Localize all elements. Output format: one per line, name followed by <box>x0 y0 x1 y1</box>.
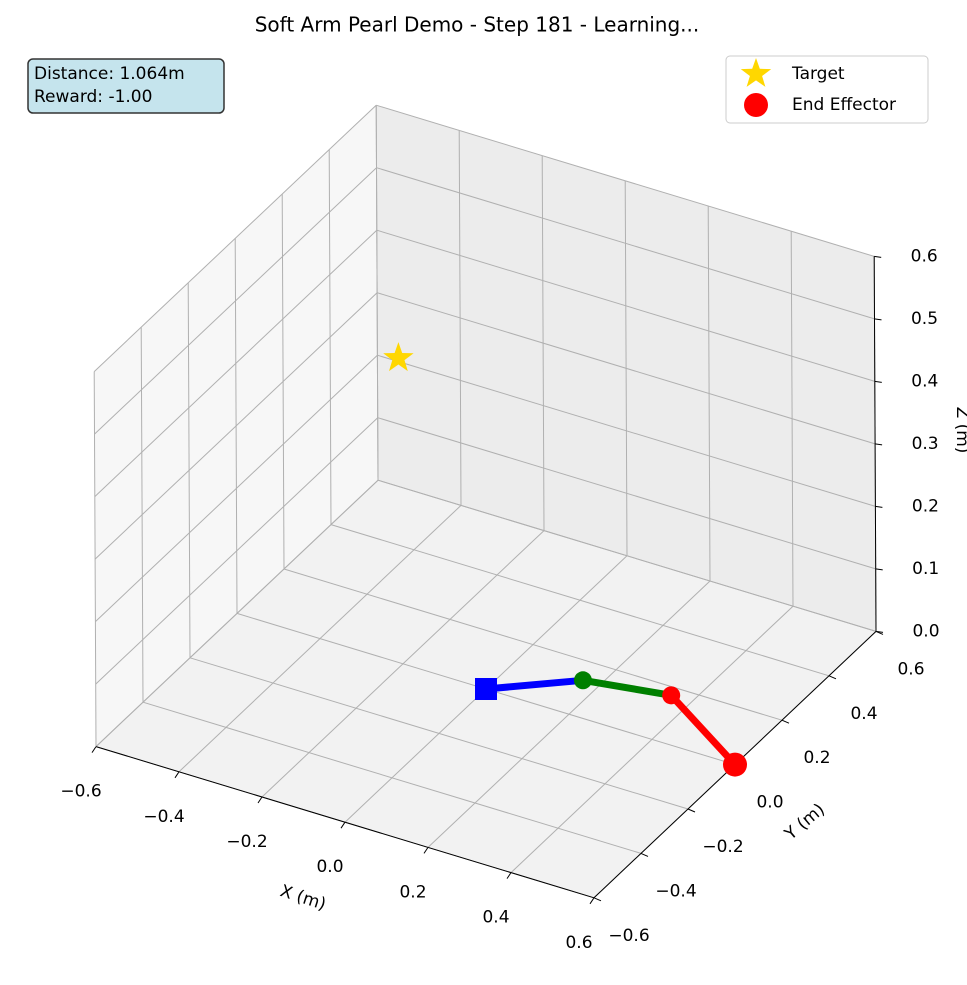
y-tick-label: −0.6 <box>608 926 649 946</box>
arm-base <box>475 678 497 700</box>
arm-joint <box>573 671 592 690</box>
y-tick <box>640 852 649 857</box>
grid-line <box>94 292 378 560</box>
x-tick-label: −0.2 <box>226 832 267 852</box>
x-tick <box>340 821 346 829</box>
z-tick-label: 0.3 <box>912 434 939 454</box>
x-tick <box>589 897 595 905</box>
grid-line <box>376 167 875 320</box>
x-tick-label: 0.2 <box>399 882 426 902</box>
z-tick-label: 0.5 <box>911 309 938 329</box>
x-tick-label: 0.6 <box>565 933 592 953</box>
grid-line <box>95 354 378 622</box>
legend-marker <box>744 93 768 117</box>
z-tick <box>874 380 882 383</box>
x-tick <box>257 796 263 804</box>
z-tick-label: 0.0 <box>912 621 939 641</box>
grid-line <box>93 104 377 372</box>
y-tick-label: 0.6 <box>897 659 924 679</box>
target-marker <box>383 342 414 372</box>
x-tick-label: 0.4 <box>482 908 509 928</box>
grid-line <box>94 167 377 435</box>
x-tick <box>423 847 429 854</box>
grid-line <box>377 479 877 632</box>
z-tick <box>875 505 883 508</box>
arm-segment <box>582 676 672 699</box>
grid-line <box>376 229 875 382</box>
grid-line <box>95 417 379 685</box>
z-tick <box>875 630 884 633</box>
grid-line <box>376 104 875 257</box>
z-tick-label: 0.6 <box>911 246 938 266</box>
x-axis <box>95 746 595 899</box>
z-tick-label: 0.4 <box>911 371 938 391</box>
x-tick-label: −0.4 <box>143 807 184 827</box>
y-tick <box>687 808 696 813</box>
grid-line <box>142 701 642 854</box>
z-tick <box>874 255 882 258</box>
y-tick-label: −0.2 <box>702 837 743 857</box>
y-tick <box>781 719 790 724</box>
info-box <box>27 58 225 114</box>
x-tick-label: −0.6 <box>60 782 101 802</box>
y-tick <box>593 897 602 902</box>
y-axis-label: Y (m) <box>780 800 829 845</box>
z-tick-label: 0.1 <box>912 559 939 579</box>
x-tick <box>91 746 97 753</box>
legend-label: End Effector <box>792 95 896 115</box>
grid-line <box>330 524 830 677</box>
z-axis <box>873 256 877 632</box>
y-tick-label: 0.4 <box>850 704 877 724</box>
z-tick-label: 0.2 <box>912 496 939 516</box>
arm-joint <box>662 686 681 705</box>
info-text: Distance: 1.064m <box>34 64 185 84</box>
z-axis-label: Z (m) <box>952 407 967 454</box>
x-tick <box>506 872 512 879</box>
y-tick-label: 0.0 <box>756 793 783 813</box>
y-tick-label: −0.4 <box>655 881 696 901</box>
grid-line <box>377 354 876 507</box>
legend-marker <box>740 58 772 87</box>
y-tick <box>828 675 837 680</box>
end-effector-marker <box>723 752 747 777</box>
grid-line <box>283 568 783 721</box>
info-text: Reward: -1.00 <box>34 87 152 107</box>
arm-segment <box>668 692 738 767</box>
arm-segment <box>485 676 584 693</box>
y-tick-label: 0.2 <box>803 748 830 768</box>
z-tick <box>875 568 883 571</box>
chart-title: Soft Arm Pearl Demo - Step 181 - Learnin… <box>255 13 700 37</box>
x-axis-label: X (m) <box>278 881 329 915</box>
x-tick <box>174 771 180 779</box>
z-tick <box>875 443 883 446</box>
grid-line <box>95 479 379 747</box>
legend-label: Target <box>791 64 845 84</box>
x-tick-label: 0.0 <box>316 857 343 877</box>
grid-line <box>376 292 876 445</box>
grid-line <box>377 417 876 570</box>
z-tick <box>874 318 882 321</box>
grid-line <box>189 657 689 810</box>
grid-line <box>94 229 378 497</box>
legend-box <box>725 55 929 124</box>
